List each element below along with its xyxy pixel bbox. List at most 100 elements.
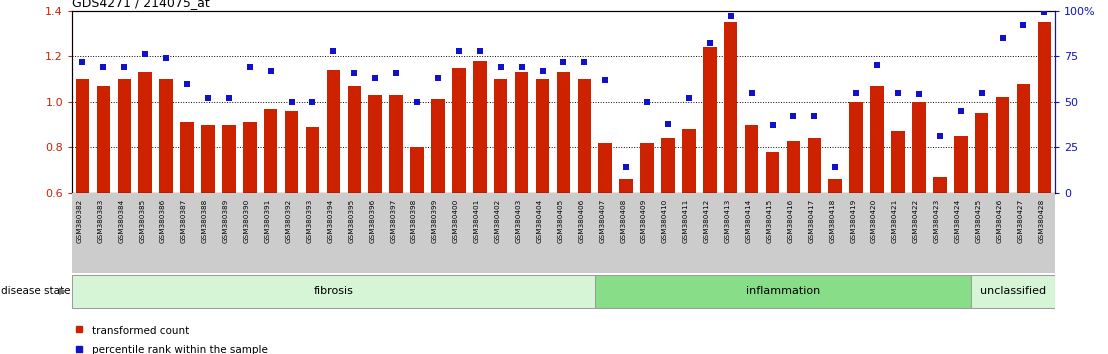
- Point: [638, 99, 656, 105]
- Bar: [96, 86, 110, 193]
- Text: GSM380418: GSM380418: [829, 199, 835, 243]
- Text: GSM380424: GSM380424: [955, 199, 961, 243]
- Bar: [410, 147, 424, 193]
- Text: GSM380386: GSM380386: [161, 199, 166, 243]
- Point: [973, 90, 991, 96]
- Text: GSM380394: GSM380394: [327, 199, 334, 243]
- Text: GSM380419: GSM380419: [850, 199, 856, 243]
- Bar: [348, 86, 361, 193]
- Point: [136, 52, 154, 57]
- Text: GSM380417: GSM380417: [809, 199, 814, 243]
- Bar: [75, 79, 90, 193]
- Point: [596, 77, 614, 83]
- Point: [178, 81, 196, 86]
- Bar: [473, 61, 486, 193]
- Bar: [870, 86, 884, 193]
- Point: [680, 95, 698, 101]
- Text: GSM380384: GSM380384: [119, 199, 124, 243]
- Text: unclassified: unclassified: [979, 286, 1046, 296]
- Text: ▶: ▶: [60, 286, 66, 296]
- Point: [617, 165, 635, 170]
- Bar: [972, 275, 1055, 308]
- Bar: [598, 143, 612, 193]
- Bar: [264, 109, 277, 193]
- Bar: [808, 138, 821, 193]
- Text: GSM380413: GSM380413: [725, 199, 730, 243]
- Bar: [724, 22, 738, 193]
- Point: [889, 90, 906, 96]
- Point: [827, 165, 844, 170]
- Text: GSM380421: GSM380421: [892, 199, 897, 243]
- Point: [784, 114, 802, 119]
- Point: [471, 48, 489, 53]
- Text: GSM380391: GSM380391: [265, 199, 270, 243]
- Point: [910, 92, 927, 97]
- Point: [240, 64, 258, 70]
- Point: [721, 13, 739, 19]
- Bar: [683, 129, 696, 193]
- Bar: [975, 113, 988, 193]
- Bar: [160, 79, 173, 193]
- Text: GSM380412: GSM380412: [704, 199, 710, 243]
- Text: GSM380398: GSM380398: [411, 199, 417, 243]
- Point: [157, 55, 175, 61]
- Bar: [850, 102, 863, 193]
- Bar: [389, 95, 403, 193]
- Text: GSM380382: GSM380382: [76, 199, 82, 243]
- Bar: [1017, 84, 1030, 193]
- Bar: [619, 179, 633, 193]
- Point: [429, 75, 447, 81]
- Point: [346, 70, 363, 75]
- Point: [283, 99, 300, 105]
- Bar: [829, 179, 842, 193]
- Text: GSM380392: GSM380392: [286, 199, 291, 243]
- Bar: [954, 136, 967, 193]
- Bar: [595, 275, 972, 308]
- Text: GSM380401: GSM380401: [474, 199, 480, 243]
- Point: [763, 122, 781, 128]
- Point: [115, 64, 133, 70]
- Text: GSM380389: GSM380389: [223, 199, 229, 243]
- Bar: [369, 95, 382, 193]
- Bar: [494, 79, 507, 193]
- Point: [534, 68, 552, 74]
- Text: GSM380411: GSM380411: [683, 199, 689, 243]
- Text: GSM380416: GSM380416: [788, 199, 793, 243]
- Point: [325, 48, 342, 53]
- Text: GSM380420: GSM380420: [871, 199, 878, 243]
- Point: [199, 95, 217, 101]
- Text: GSM380422: GSM380422: [913, 199, 919, 243]
- Bar: [891, 131, 905, 193]
- Bar: [431, 99, 444, 193]
- Text: GSM380423: GSM380423: [934, 199, 940, 243]
- Text: GSM380427: GSM380427: [1017, 199, 1024, 243]
- Text: transformed count: transformed count: [92, 326, 189, 336]
- Text: GSM380388: GSM380388: [202, 199, 208, 243]
- Bar: [327, 70, 340, 193]
- Point: [659, 121, 677, 126]
- Point: [450, 48, 468, 53]
- Text: GSM380393: GSM380393: [307, 199, 312, 243]
- Text: GSM380426: GSM380426: [996, 199, 1003, 243]
- Text: GSM380407: GSM380407: [599, 199, 605, 243]
- Bar: [452, 68, 465, 193]
- Text: GSM380409: GSM380409: [642, 199, 647, 243]
- Bar: [222, 125, 236, 193]
- Text: GSM380415: GSM380415: [767, 199, 772, 243]
- Point: [1036, 10, 1054, 15]
- Bar: [306, 127, 319, 193]
- Text: GSM380402: GSM380402: [494, 199, 501, 243]
- Text: GSM380408: GSM380408: [620, 199, 626, 243]
- Point: [575, 59, 593, 64]
- Bar: [202, 125, 215, 193]
- Bar: [556, 72, 571, 193]
- Point: [994, 35, 1012, 41]
- Bar: [912, 102, 925, 193]
- Point: [742, 90, 760, 96]
- Bar: [702, 47, 717, 193]
- Point: [261, 68, 279, 74]
- Bar: [243, 122, 257, 193]
- Bar: [577, 79, 592, 193]
- Point: [367, 75, 384, 81]
- Text: disease state: disease state: [1, 286, 71, 296]
